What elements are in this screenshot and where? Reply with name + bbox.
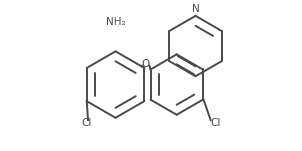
Text: N: N [192, 4, 199, 14]
Text: O: O [142, 59, 150, 69]
Text: Cl: Cl [81, 118, 92, 128]
Text: NH₂: NH₂ [106, 17, 125, 27]
Text: Cl: Cl [211, 118, 221, 128]
